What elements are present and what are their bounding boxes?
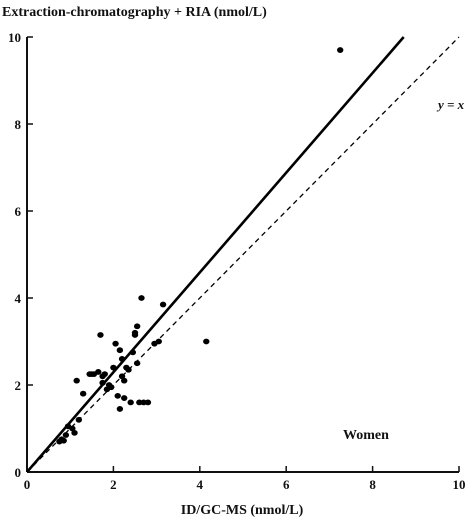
data-point — [97, 332, 104, 338]
data-point — [129, 349, 137, 356]
data-point — [337, 47, 344, 53]
data-point — [118, 356, 126, 362]
data-point — [110, 364, 117, 371]
lines-layer — [26, 36, 460, 473]
data-point — [133, 323, 141, 330]
data-point — [203, 338, 210, 345]
data-point — [155, 338, 162, 345]
y-tick-label: 8 — [15, 117, 22, 132]
data-point — [75, 416, 83, 423]
data-point — [73, 377, 80, 384]
y-tick-label: 10 — [8, 30, 21, 45]
identity-line — [26, 36, 460, 473]
data-point — [101, 371, 108, 378]
data-point — [114, 392, 121, 399]
x-tick-label: 10 — [453, 477, 466, 492]
x-axis-label: ID/GC-MS (nmol/L) — [181, 503, 304, 518]
data-point — [99, 379, 106, 386]
regression-line — [26, 36, 405, 473]
data-point — [69, 425, 76, 432]
data-point — [144, 399, 152, 406]
group-label: Women — [343, 428, 389, 443]
data-point — [159, 301, 167, 308]
data-point — [127, 399, 134, 406]
identity-line-label: y = x — [436, 97, 465, 112]
x-tick-label: 8 — [369, 477, 376, 492]
data-point — [95, 369, 102, 375]
data-point — [79, 390, 87, 397]
x-tick-label: 0 — [24, 477, 31, 492]
data-point — [60, 437, 67, 444]
data-point — [138, 295, 145, 301]
chart-title: Extraction-chromatography + RIA (nmol/L) — [2, 5, 267, 20]
x-tick-label: 4 — [197, 477, 204, 492]
data-point — [108, 384, 115, 391]
y-tick-label: 0 — [15, 465, 22, 480]
data-point — [133, 360, 141, 367]
data-point — [131, 332, 139, 338]
data-point — [71, 429, 78, 436]
data-point — [112, 340, 119, 347]
data-point — [121, 377, 128, 384]
x-tick-label: 6 — [283, 477, 290, 492]
y-tick-label: 4 — [15, 291, 22, 306]
y-tick-label: 2 — [15, 378, 22, 393]
points-layer — [56, 47, 344, 445]
data-point — [116, 347, 124, 354]
x-tick-label: 2 — [110, 477, 117, 492]
y-tick-label: 6 — [15, 204, 22, 219]
data-point — [116, 406, 124, 412]
data-point — [121, 395, 128, 401]
data-point — [62, 432, 70, 438]
annotation-layer: y = x Women — [343, 97, 465, 443]
axes-layer: 0 2 4 6 8 10 0 2 4 6 8 10 — [8, 30, 466, 492]
data-point — [125, 366, 132, 373]
data-point — [118, 373, 126, 380]
